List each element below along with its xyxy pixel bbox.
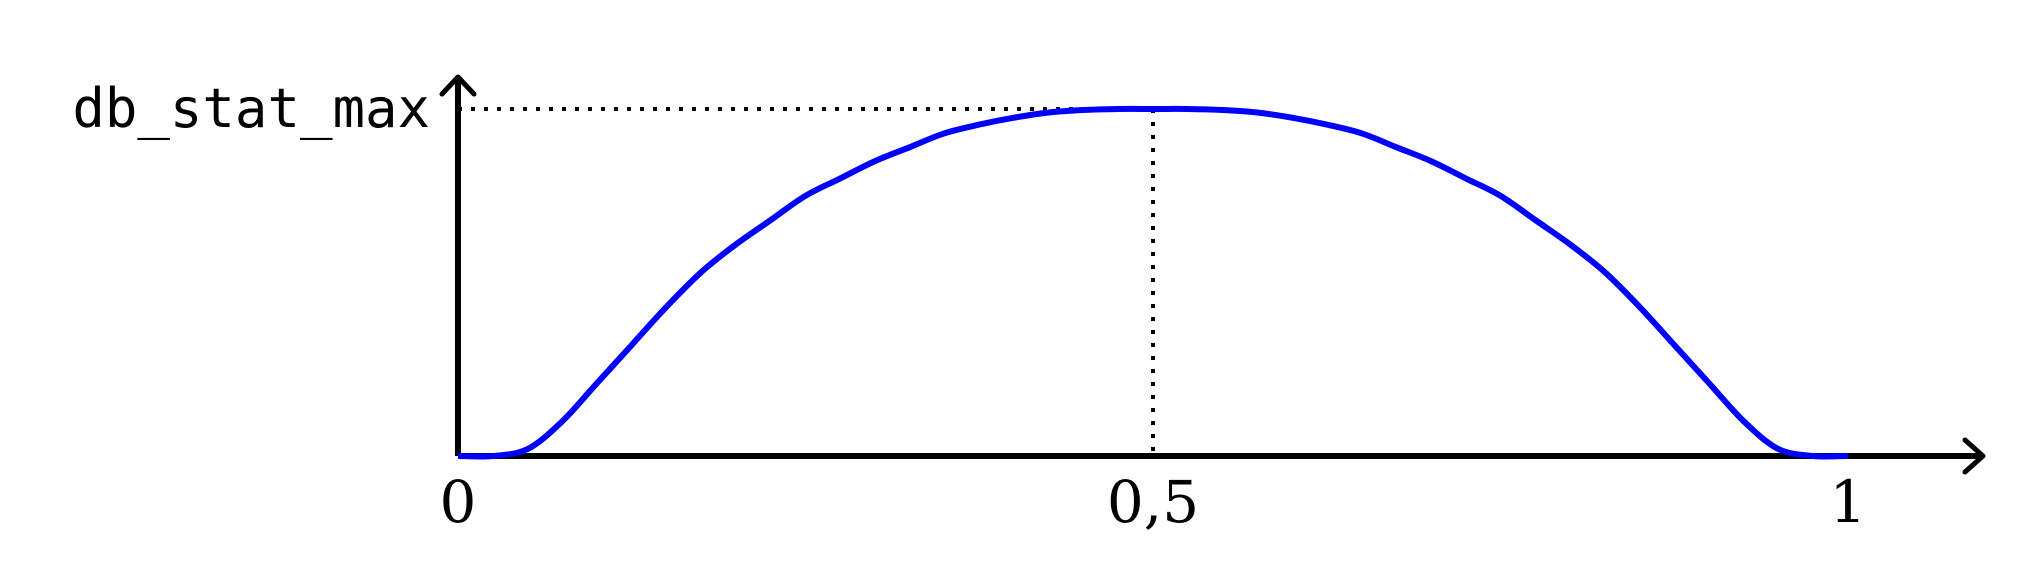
x-tick-label: 1 xyxy=(1830,468,1867,536)
series-line xyxy=(457,105,1849,460)
y-tick-label: db_stat_max xyxy=(72,77,430,140)
x-tick-label: 0 xyxy=(440,468,477,536)
axes xyxy=(439,74,1986,475)
tick-labels: db_stat_max 0 0,5 1 xyxy=(72,77,1866,536)
x-tick-label: 0,5 xyxy=(1107,468,1199,536)
x-axis-arrowhead xyxy=(1962,437,1986,475)
series-layer xyxy=(457,105,1849,460)
reference-guides xyxy=(458,107,1155,456)
y-axis-arrowhead xyxy=(439,74,477,97)
